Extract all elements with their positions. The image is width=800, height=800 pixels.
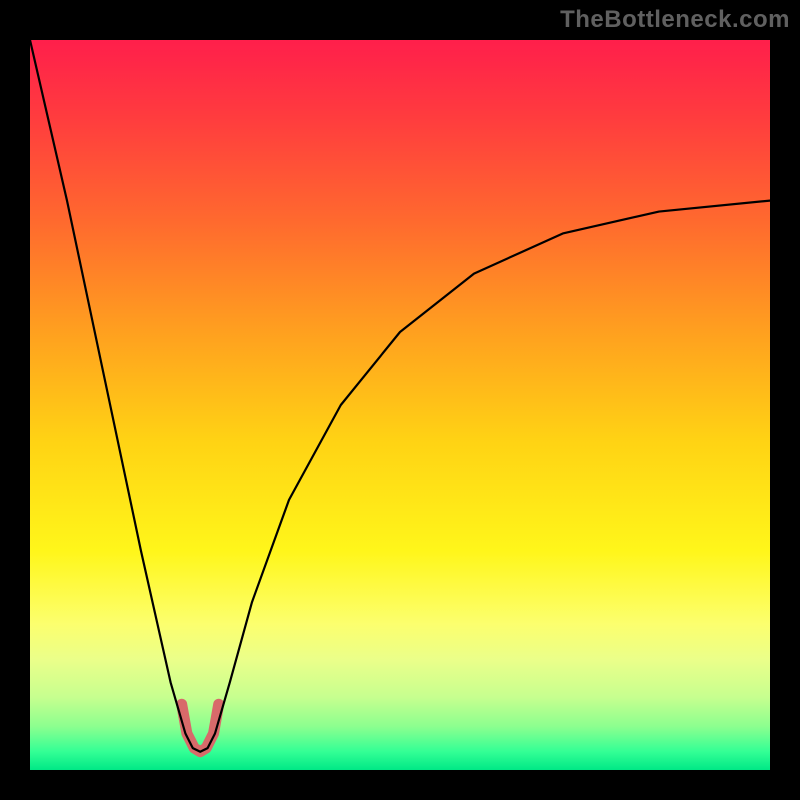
plot-area (30, 40, 770, 770)
sweet-spot-marker (182, 704, 219, 751)
bottleneck-curve (30, 40, 770, 752)
chart-overlay (30, 40, 770, 770)
watermark-text: TheBottleneck.com (560, 6, 790, 34)
